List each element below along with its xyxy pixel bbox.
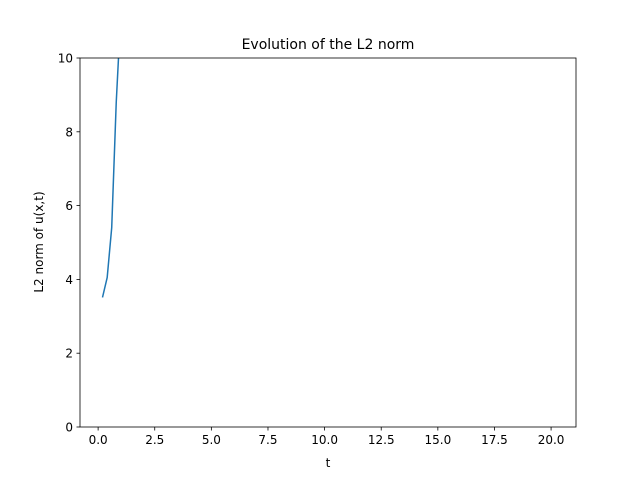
x-tick-label: 17.5 (481, 433, 508, 447)
x-tick-label: 0.0 (89, 433, 108, 447)
y-tick-label: 10 (58, 52, 73, 66)
series-line-0 (101, 58, 120, 298)
x-tick-label: 12.5 (368, 433, 395, 447)
x-tick-label: 10.0 (311, 433, 338, 447)
x-tick-label: 7.5 (258, 433, 277, 447)
x-tick-label: 20.0 (538, 433, 565, 447)
x-tick-label: 2.5 (145, 433, 164, 447)
y-tick-label: 2 (65, 347, 73, 361)
y-tick-label: 8 (65, 125, 73, 139)
y-tick-label: 0 (65, 421, 73, 435)
y-axis-label: L2 norm of u(x,t) (32, 191, 46, 292)
plot-area: 0.0 2.5 5.0 7.5 10.0 12.5 15.0 17.5 20.0 0 2 4 6 8 10 (58, 52, 577, 447)
y-tick-label: 4 (65, 273, 73, 287)
x-tick-label: 15.0 (424, 433, 451, 447)
axes-frame (79, 57, 577, 428)
x-axis-label: t (326, 456, 331, 470)
chart-title: Evolution of the L2 norm (242, 37, 415, 53)
y-tick-label: 6 (65, 199, 73, 213)
x-tick-label: 5.0 (202, 433, 221, 447)
